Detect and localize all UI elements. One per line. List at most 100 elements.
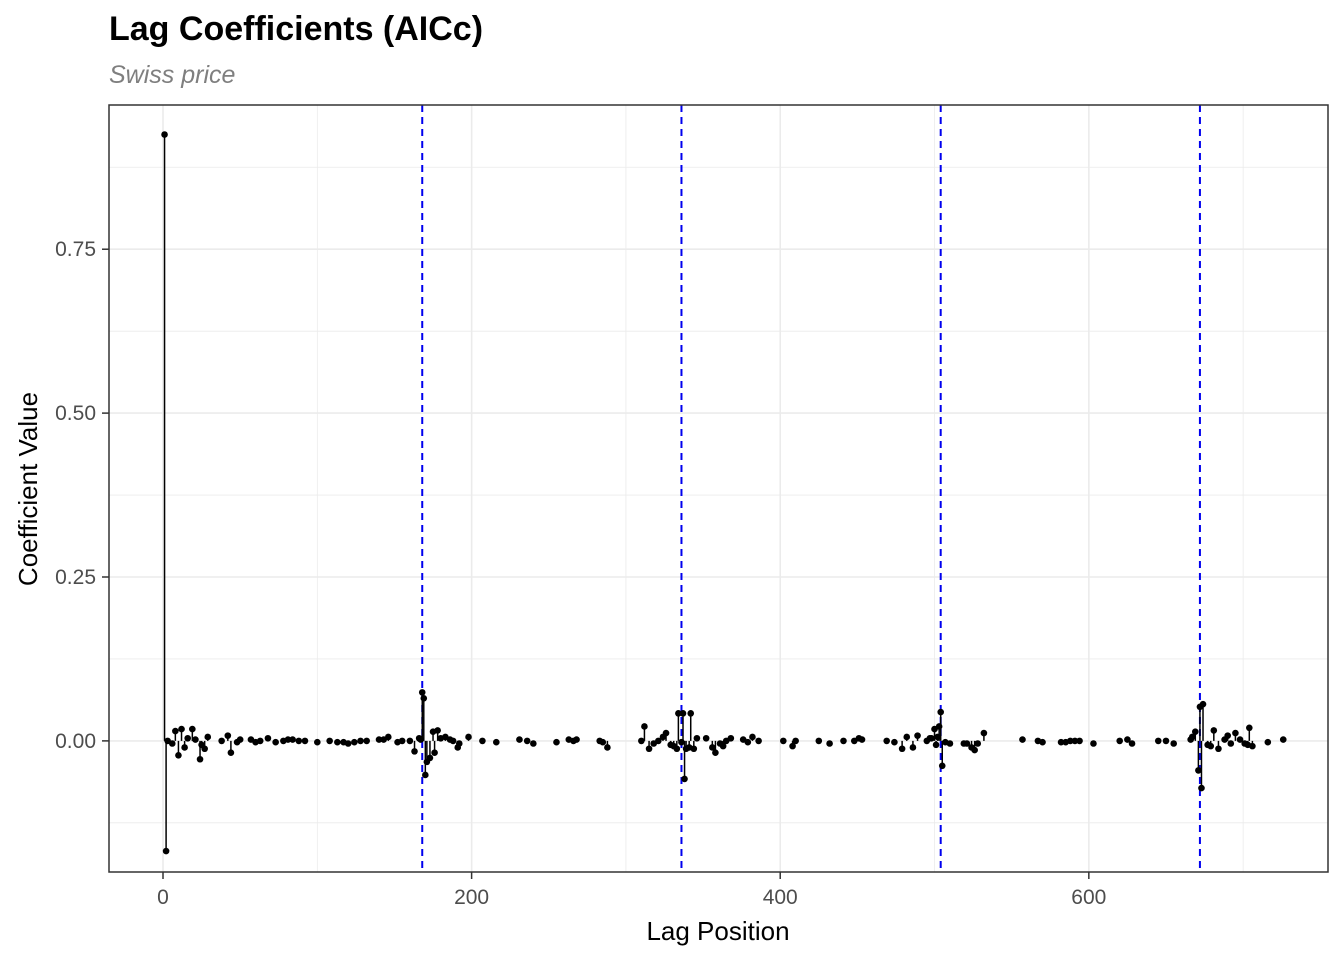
data-point	[204, 733, 212, 741]
data-point	[749, 733, 756, 741]
data-point	[192, 736, 199, 743]
data-point	[236, 736, 244, 743]
data-point	[675, 710, 682, 717]
data-point	[189, 725, 196, 733]
data-point	[1057, 738, 1065, 746]
data-point	[1019, 736, 1026, 743]
data-point	[1198, 784, 1205, 792]
data-point	[792, 737, 799, 745]
data-point	[553, 738, 560, 746]
data-point	[681, 775, 688, 783]
data-point	[1207, 742, 1215, 750]
data-point	[284, 736, 292, 743]
data-point	[201, 745, 208, 753]
data-point	[256, 737, 264, 745]
data-point	[1215, 745, 1222, 753]
y-axis-label: Coefficient Value	[13, 392, 43, 586]
data-point	[422, 771, 429, 779]
data-point	[638, 737, 645, 745]
data-point	[178, 725, 185, 733]
data-point	[1195, 767, 1202, 774]
data-point	[935, 723, 943, 730]
data-point	[418, 689, 426, 696]
plot-background	[109, 105, 1328, 872]
data-point	[709, 744, 716, 751]
data-point	[573, 736, 580, 743]
data-point	[326, 737, 333, 745]
data-point	[227, 749, 235, 756]
data-point	[161, 131, 168, 138]
data-point	[224, 732, 232, 739]
data-point	[679, 710, 687, 717]
data-point	[932, 741, 940, 749]
data-point	[909, 744, 917, 751]
data-point	[946, 740, 954, 747]
data-point	[858, 736, 866, 743]
data-point	[963, 740, 971, 747]
data-point	[1162, 737, 1170, 745]
data-point	[398, 737, 406, 745]
data-point	[678, 738, 685, 746]
data-point	[780, 737, 787, 745]
data-point	[431, 749, 438, 756]
data-point	[218, 737, 225, 745]
data-point	[449, 737, 457, 745]
data-point	[1236, 736, 1244, 743]
y-tick-label: 0.75	[55, 238, 96, 261]
data-point	[815, 737, 823, 745]
data-point	[384, 733, 392, 741]
data-point	[1116, 737, 1123, 745]
data-point	[928, 734, 935, 742]
data-point	[1246, 724, 1253, 732]
data-point	[693, 734, 701, 742]
data-point	[181, 744, 188, 751]
data-point	[1128, 740, 1136, 747]
data-point	[1232, 729, 1239, 737]
data-point	[599, 738, 607, 746]
x-axis-label: Lag Position	[646, 916, 789, 946]
y-tick-label: 0.50	[55, 402, 96, 425]
data-point	[1249, 742, 1256, 750]
data-point	[712, 749, 719, 756]
data-point	[455, 740, 463, 747]
data-point	[406, 737, 414, 745]
data-point	[375, 736, 383, 743]
data-point	[744, 738, 752, 746]
data-point	[826, 740, 833, 747]
data-point	[1124, 736, 1131, 743]
data-point	[175, 752, 182, 759]
y-axis: 0.00 0.25 0.50 0.75	[55, 238, 109, 753]
data-point	[690, 745, 698, 753]
data-point	[1154, 737, 1162, 745]
data-point	[891, 738, 898, 746]
points	[161, 131, 1287, 855]
data-point	[1279, 736, 1287, 743]
data-point	[411, 748, 418, 755]
x-tick-label: 200	[454, 886, 489, 909]
data-point	[334, 738, 341, 746]
data-point	[898, 745, 906, 753]
data-point	[883, 737, 890, 745]
data-point	[1039, 738, 1046, 746]
data-point	[789, 742, 796, 750]
data-point	[357, 737, 364, 745]
data-point	[934, 733, 941, 741]
data-point	[971, 746, 978, 754]
data-point	[295, 737, 303, 745]
data-point	[727, 734, 735, 742]
plot-border	[108, 104, 1329, 873]
data-point	[1199, 700, 1207, 708]
data-point	[1071, 737, 1079, 745]
data-point	[516, 736, 523, 743]
data-point	[1067, 737, 1074, 745]
chart-title: Lag Coefficients (AICc)	[109, 10, 484, 48]
grid-lines	[109, 105, 1328, 872]
data-point	[465, 733, 472, 741]
data-point	[655, 737, 662, 745]
data-point	[974, 740, 982, 747]
data-point	[719, 742, 727, 750]
data-point	[426, 754, 434, 762]
data-point	[1210, 727, 1218, 734]
data-point	[289, 736, 296, 743]
